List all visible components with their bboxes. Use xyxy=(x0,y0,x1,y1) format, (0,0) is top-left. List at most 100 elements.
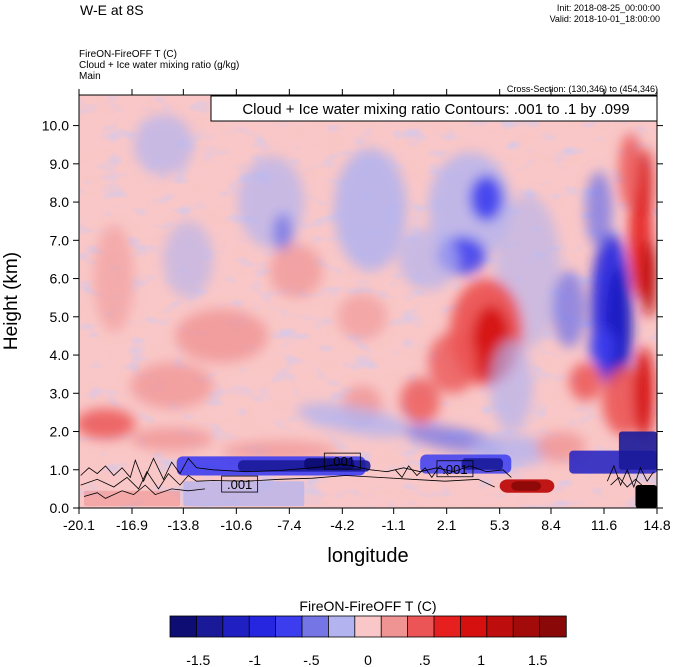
field-region xyxy=(589,328,616,367)
colorbar-swatch xyxy=(539,615,567,638)
field-label-domain: Main xyxy=(79,71,101,82)
field-region xyxy=(635,485,657,508)
x-tick-label: 5.3 xyxy=(490,517,510,533)
chart-main-title: W-E at 8S xyxy=(80,2,144,18)
y-tick-label: 9.0 xyxy=(50,156,70,172)
x-tick-label: 2.1 xyxy=(437,517,457,533)
colorbar-swatch xyxy=(407,615,435,638)
field-region xyxy=(398,228,459,291)
field-label-cloud-ice: Cloud + Ice water mixing ratio (g/kg) xyxy=(79,60,240,71)
y-tick-label: 5.0 xyxy=(50,309,70,325)
y-tick-label: 3.0 xyxy=(50,385,70,401)
cloud-contour-line xyxy=(80,470,495,490)
cross-section-label: Cross-Section: (130,346) to (454,346) xyxy=(506,84,658,94)
cloud-contour-line xyxy=(83,484,205,499)
colorbar: -1.5 -1 -.5 0 .5 1 1.5 xyxy=(169,615,567,667)
colorbar-swatch xyxy=(380,615,409,638)
y-axis-label: Height (km) xyxy=(1,252,22,350)
field-region xyxy=(489,339,533,432)
x-tick-label: 8.4 xyxy=(541,517,561,533)
colorbar-label: 1.5 xyxy=(528,652,548,667)
contour-label: .001 xyxy=(227,477,252,492)
colorbar-label: -.5 xyxy=(303,652,320,667)
field-region xyxy=(272,213,293,252)
x-axis: -20.1 -16.9 -13.8 -10.6 -7.4 -4.2 -1.1 2.1 5.3 8.… xyxy=(63,89,671,533)
field-region xyxy=(130,362,214,409)
y-tick-label: 7.0 xyxy=(50,232,70,248)
field-region xyxy=(618,133,643,210)
y-tick-label: 4.0 xyxy=(50,347,70,363)
colorbar-label: -1 xyxy=(249,652,262,667)
y-tick-label: 0.0 xyxy=(50,500,70,516)
valid-time: Valid: 2018-10-01_18:00:00 xyxy=(549,14,660,24)
cloud-contour-line xyxy=(610,476,645,488)
colorbar-swatch xyxy=(248,615,277,638)
colorbar-swatch xyxy=(327,615,356,638)
field-region xyxy=(221,441,338,461)
x-axis-label: longitude xyxy=(327,545,408,567)
contour-label: .001 xyxy=(330,454,355,469)
contour-info-box xyxy=(210,95,658,122)
cloud-ice-contours xyxy=(80,457,655,499)
field-region xyxy=(175,309,268,363)
field-region xyxy=(269,244,323,298)
plot-frame xyxy=(78,94,658,509)
colorbar-swatch xyxy=(222,615,250,638)
field-region xyxy=(79,408,136,440)
field-region xyxy=(511,481,542,491)
x-tick-label: -10.6 xyxy=(220,517,252,533)
temperature-difference-field xyxy=(79,95,657,508)
colorbar-title: FireON-FireOFF T (C) xyxy=(299,598,436,614)
field-region xyxy=(337,293,388,340)
contour-label-box xyxy=(221,475,259,493)
field-region xyxy=(296,403,412,437)
colorbar-label: .5 xyxy=(419,652,431,667)
field-region xyxy=(552,270,586,348)
colorbar-swatch xyxy=(169,615,198,638)
y-tick-label: 2.0 xyxy=(50,424,70,440)
x-tick-label: -4.2 xyxy=(330,517,354,533)
x-tick-label: 14.8 xyxy=(643,517,670,533)
x-tick-label: -13.8 xyxy=(167,517,199,533)
y-axis: 0.0 1.0 2.0 3.0 4.0 5.0 6.0 7.0 8.0 9.0 10.0 xyxy=(42,118,663,516)
contour-labels: .001 .001 .001 xyxy=(221,452,474,493)
y-tick-label: 8.0 xyxy=(50,194,70,210)
field-region xyxy=(585,171,613,248)
colorbar-swatch xyxy=(486,615,514,638)
field-region xyxy=(638,148,653,218)
colorbar-swatch xyxy=(459,615,488,638)
cloud-contour-line xyxy=(606,464,655,489)
field-region xyxy=(133,114,194,176)
colorbar-swatch xyxy=(195,615,224,638)
init-time: Init: 2018-08-25_00:00:00 xyxy=(556,3,660,13)
colorbar-label: 1 xyxy=(477,652,485,667)
field-region xyxy=(334,148,407,271)
field-region xyxy=(605,267,633,382)
field-region xyxy=(569,362,603,401)
x-tick-label: -1.1 xyxy=(382,517,406,533)
field-region xyxy=(183,481,305,507)
field-label-temperature: FireON-FireOFF T (C) xyxy=(79,49,177,60)
field-region xyxy=(400,377,441,424)
contour-info-text: Cloud + Ice water mixing ratio Contours:… xyxy=(242,101,629,118)
field-region xyxy=(618,431,657,470)
cloud-contour-line xyxy=(80,457,512,483)
contour-label-box xyxy=(436,460,474,478)
field-region xyxy=(93,225,134,333)
colorbar-label: 0 xyxy=(364,652,372,667)
field-region xyxy=(237,156,305,248)
field-region xyxy=(130,427,214,451)
field-region xyxy=(469,175,503,222)
x-tick-label: -7.4 xyxy=(277,517,301,533)
colorbar-swatch xyxy=(433,615,462,638)
colorbar-swatch xyxy=(301,615,330,638)
x-tick-label: -16.9 xyxy=(116,517,148,533)
colorbar-label: -1.5 xyxy=(186,652,210,667)
y-tick-label: 6.0 xyxy=(50,271,70,287)
field-region xyxy=(428,332,479,394)
y-tick-label: 1.0 xyxy=(50,462,70,478)
x-tick-label: 11.6 xyxy=(591,517,617,533)
colorbar-swatch xyxy=(512,615,541,638)
x-tick-label: -20.1 xyxy=(63,517,95,533)
